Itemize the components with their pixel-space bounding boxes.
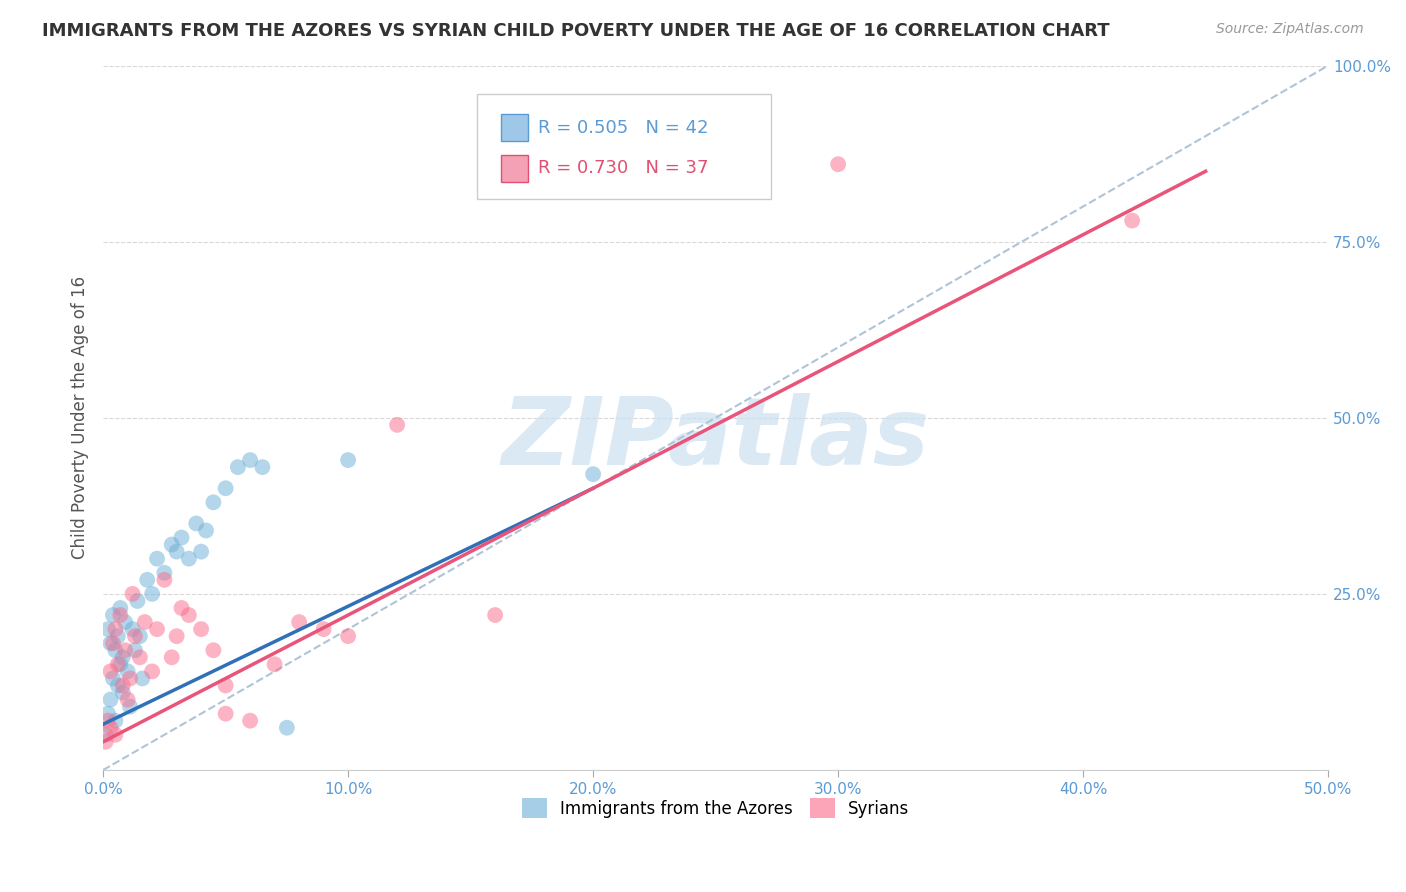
Point [177, 607, 200, 622]
Point [582, 467, 605, 482]
Point [114, 643, 136, 657]
Point [100, 692, 122, 706]
Point [117, 665, 139, 679]
Point [195, 524, 218, 538]
Point [97, 706, 120, 721]
Point [127, 594, 149, 608]
Point [131, 672, 153, 686]
Point [117, 692, 139, 706]
Point [104, 714, 127, 728]
FancyBboxPatch shape [477, 94, 770, 200]
Point [121, 622, 143, 636]
Point [276, 721, 298, 735]
Point [128, 629, 150, 643]
Point [263, 657, 285, 672]
Point [214, 706, 236, 721]
Point [97, 622, 120, 636]
Point [170, 601, 193, 615]
Point [153, 573, 176, 587]
Point [104, 643, 127, 657]
Point [107, 657, 129, 672]
Point [153, 566, 176, 580]
Point [484, 607, 506, 622]
Point [288, 615, 311, 629]
Point [97, 714, 120, 728]
Point [101, 672, 124, 686]
Y-axis label: Child Poverty Under the Age of 16: Child Poverty Under the Age of 16 [72, 277, 89, 559]
Point [312, 622, 335, 636]
Point [166, 629, 188, 643]
Text: Source: ZipAtlas.com: Source: ZipAtlas.com [1216, 22, 1364, 37]
Point [101, 636, 124, 650]
Point [124, 643, 146, 657]
Point [160, 538, 183, 552]
Point [104, 728, 127, 742]
Point [202, 495, 225, 509]
Point [114, 615, 136, 629]
Point [101, 607, 124, 622]
FancyBboxPatch shape [502, 155, 529, 182]
Text: R = 0.730   N = 37: R = 0.730 N = 37 [538, 160, 709, 178]
Point [141, 665, 163, 679]
Legend: Immigrants from the Azores, Syrians: Immigrants from the Azores, Syrians [516, 791, 915, 825]
Point [120, 672, 142, 686]
Point [107, 678, 129, 692]
Point [177, 551, 200, 566]
Point [337, 629, 360, 643]
Point [120, 699, 142, 714]
Point [146, 551, 169, 566]
Text: IMMIGRANTS FROM THE AZORES VS SYRIAN CHILD POVERTY UNDER THE AGE OF 16 CORRELATI: IMMIGRANTS FROM THE AZORES VS SYRIAN CHI… [42, 22, 1109, 40]
Point [385, 417, 408, 432]
Point [1121, 213, 1143, 227]
Point [110, 601, 132, 615]
Point [186, 516, 208, 531]
Text: R = 0.505   N = 42: R = 0.505 N = 42 [538, 119, 709, 136]
Point [128, 650, 150, 665]
Point [111, 678, 134, 692]
Point [214, 678, 236, 692]
Point [104, 622, 127, 636]
Point [190, 622, 212, 636]
Point [239, 714, 262, 728]
Point [136, 573, 159, 587]
FancyBboxPatch shape [502, 114, 529, 141]
Point [141, 587, 163, 601]
Point [110, 657, 132, 672]
Point [121, 587, 143, 601]
Point [100, 721, 122, 735]
Point [111, 685, 134, 699]
Point [252, 460, 274, 475]
Point [190, 544, 212, 558]
Point [94, 735, 117, 749]
Point [214, 481, 236, 495]
Point [337, 453, 360, 467]
Point [111, 650, 134, 665]
Point [166, 544, 188, 558]
Point [160, 650, 183, 665]
Point [170, 531, 193, 545]
Point [134, 615, 156, 629]
Point [100, 636, 122, 650]
Point [239, 453, 262, 467]
Point [146, 622, 169, 636]
Point [94, 728, 117, 742]
Point [107, 629, 129, 643]
Point [124, 629, 146, 643]
Text: ZIPatlas: ZIPatlas [502, 393, 929, 485]
Point [100, 665, 122, 679]
Point [110, 607, 132, 622]
Point [827, 157, 849, 171]
Point [202, 643, 225, 657]
Point [226, 460, 249, 475]
